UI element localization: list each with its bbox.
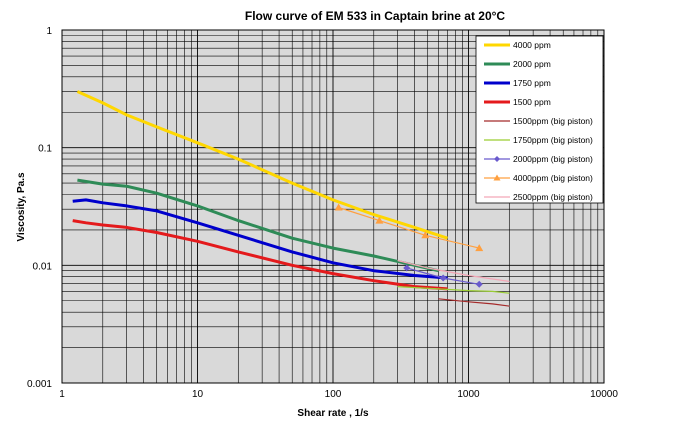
x-tick-label: 10000 xyxy=(590,389,618,400)
data-point xyxy=(475,244,484,252)
x-tick-label: 1 xyxy=(59,389,65,400)
y-tick-label: 0.01 xyxy=(33,261,53,272)
legend-label: 4000 ppm xyxy=(513,40,551,50)
series-layer xyxy=(72,90,510,307)
data-point xyxy=(334,203,343,211)
y-tick-label: 0.1 xyxy=(38,144,52,155)
y-tick-label: 1 xyxy=(46,26,52,37)
data-point xyxy=(421,231,430,239)
legend-label: 2000ppm (big piston) xyxy=(513,154,593,164)
data-point xyxy=(439,274,447,282)
legend-label: 1500ppm (big piston) xyxy=(513,116,593,126)
x-tick-label: 100 xyxy=(325,389,342,400)
series-line xyxy=(397,286,510,294)
legend-label: 2000 ppm xyxy=(513,59,551,69)
tick-labels: 1 10 100 1000 10000 0.001 0.01 0.1 1 xyxy=(27,26,618,400)
series-line xyxy=(72,198,448,280)
series-line xyxy=(338,206,480,249)
legend-marker xyxy=(493,174,501,181)
y-tick-label: 0.001 xyxy=(27,379,52,390)
series-line xyxy=(397,259,510,282)
x-tick-label: 10 xyxy=(192,389,204,400)
legend-label: 1750 ppm xyxy=(513,78,551,88)
legend-marker xyxy=(494,156,500,162)
series-line xyxy=(438,298,510,307)
series-line xyxy=(77,178,439,273)
data-point xyxy=(403,264,411,272)
series-line xyxy=(72,219,448,291)
legend-label: 2500ppm (big piston) xyxy=(513,192,593,202)
legend-label: 1500 ppm xyxy=(513,97,551,107)
x-tick-label: 1000 xyxy=(457,389,480,400)
series-line xyxy=(76,90,448,240)
data-point xyxy=(375,216,384,224)
data-point xyxy=(475,280,483,288)
legend-label: 1750ppm (big piston) xyxy=(513,135,593,145)
legend-label: 4000ppm (big piston) xyxy=(513,173,593,183)
chart-title: Flow curve of EM 533 in Captain brine at… xyxy=(245,9,506,23)
legend: 4000 ppm 2000 ppm 1750 ppm 1500 ppm 1500ppm … xyxy=(475,35,604,204)
x-axis-label: Shear rate , 1/s xyxy=(297,408,369,419)
y-axis-label: Viscosity, Pa.s xyxy=(16,172,27,242)
